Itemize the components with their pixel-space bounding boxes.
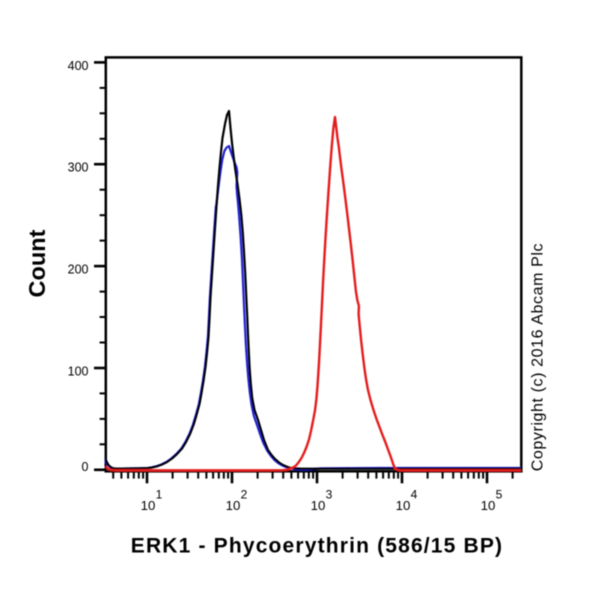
svg-text:2: 2 [241,487,248,501]
svg-text:0: 0 [82,460,89,474]
svg-text:Copyright (c) 2016 Abcam Plc: Copyright (c) 2016 Abcam Plc [530,243,547,471]
svg-text:3: 3 [326,487,333,501]
svg-text:300: 300 [68,161,89,175]
svg-text:200: 200 [68,263,89,277]
svg-text:ERK1 - Phycoerythrin (586/15 B: ERK1 - Phycoerythrin (586/15 BP) [131,535,503,558]
svg-text:100: 100 [68,364,89,378]
svg-text:5: 5 [496,487,503,501]
svg-text:10: 10 [311,498,326,513]
svg-text:4: 4 [411,487,418,501]
svg-text:Count: Count [24,229,50,297]
svg-text:10: 10 [481,498,496,513]
svg-text:1: 1 [156,487,163,501]
svg-text:10: 10 [141,498,156,513]
svg-text:400: 400 [68,59,89,73]
svg-text:10: 10 [396,498,411,513]
svg-text:10: 10 [226,498,241,513]
